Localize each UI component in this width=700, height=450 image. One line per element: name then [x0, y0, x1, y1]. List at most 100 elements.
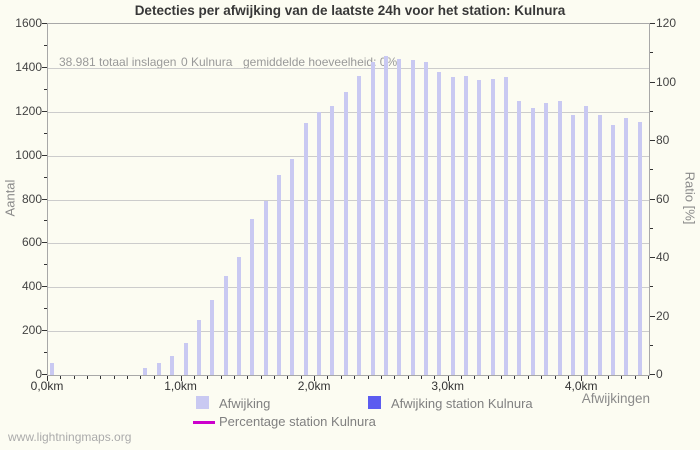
x-minor-tick [340, 376, 342, 379]
x-major-tick [47, 376, 48, 381]
bar-afwijking [584, 106, 589, 375]
bar-afwijking [290, 158, 295, 375]
x-minor-tick [607, 376, 609, 379]
y-left-tick-label: 0 [35, 367, 42, 381]
x-minor-tick [193, 376, 195, 379]
bar-afwijking [343, 92, 348, 375]
y-left-tick [42, 154, 47, 156]
bar-afwijking [477, 79, 482, 375]
x-minor-tick [233, 376, 235, 379]
y-left-tick-label: 600 [21, 235, 42, 250]
gridline-1200 [48, 111, 649, 113]
bar-afwijking [277, 175, 282, 375]
x-major-tick [314, 376, 316, 381]
y-left-tick [42, 374, 47, 375]
y-right-minor-tick [650, 169, 653, 171]
x-minor-tick [380, 376, 382, 379]
gridline-200 [48, 331, 649, 333]
bar-afwijking [637, 121, 642, 375]
x-minor-tick [100, 376, 102, 379]
x-major-tick [581, 376, 583, 381]
y-right-minor-tick [650, 52, 653, 54]
bar-afwijking [423, 62, 428, 375]
bar-afwijking [370, 62, 375, 375]
x-minor-tick [501, 376, 503, 379]
y-left-tick-label: 1200 [15, 103, 42, 118]
x-minor-tick [207, 376, 209, 379]
y-right-tick-label: 60 [656, 191, 670, 206]
bar-afwijking [530, 108, 535, 375]
x-minor-tick [73, 376, 75, 379]
x-tick-label: 3,0km [431, 379, 464, 393]
x-minor-tick [354, 376, 356, 379]
gridline-800 [48, 199, 649, 201]
y-left-tick [42, 242, 47, 244]
bar-afwijking [504, 76, 509, 375]
chart-title: Detecties per afwijking van de laatste 2… [134, 3, 566, 18]
bar-afwijking [210, 300, 215, 375]
y-axis-title-right: Ratio [%] [682, 171, 698, 225]
bar-afwijking [517, 100, 522, 375]
x-tick-label: 1,0km [164, 379, 197, 393]
bar-afwijking [263, 200, 268, 375]
x-minor-tick [420, 376, 422, 379]
x-minor-tick [220, 376, 222, 379]
y-right-tick-label: 20 [656, 308, 670, 323]
y-left-minor-tick [44, 88, 47, 90]
gridline-1400 [48, 67, 649, 69]
bar-afwijking [397, 59, 402, 375]
watermark: www.lightningmaps.org [8, 430, 132, 444]
bar-afwijking [50, 362, 54, 375]
x-minor-tick [260, 376, 262, 379]
y-right-minor-tick [650, 110, 653, 112]
gridline-1000 [48, 155, 649, 157]
y-left-minor-tick [44, 132, 47, 134]
bar-afwijking [610, 124, 615, 375]
bar-afwijking [250, 219, 255, 375]
bar-afwijking [383, 55, 388, 375]
x-minor-tick [407, 376, 409, 379]
legend-swatch-afwijking [196, 396, 209, 409]
y-right-tick [650, 257, 655, 258]
y-left-tick [42, 198, 47, 200]
x-minor-tick [113, 376, 115, 379]
y-right-tick [650, 374, 655, 375]
legend-swatch-afwijking-station [368, 396, 381, 409]
x-minor-tick [594, 376, 596, 379]
y-right-tick [650, 140, 655, 141]
stat-total-strikes: 38.981 totaal inslagen [59, 55, 177, 69]
x-major-tick [180, 376, 182, 381]
y-left-tick-label: 1600 [15, 16, 42, 30]
x-minor-tick [127, 376, 129, 379]
y-left-tick [42, 66, 47, 68]
x-tick-label: 0,0km [30, 379, 64, 393]
y-left-minor-tick [44, 308, 47, 310]
y-right-tick [650, 315, 655, 317]
x-tick-label: 4,0km [564, 379, 598, 393]
bar-afwijking [570, 115, 575, 375]
y-right-minor-tick [650, 227, 653, 229]
x-minor-tick [567, 376, 569, 379]
bar-afwijking [303, 122, 308, 375]
y-right-tick [650, 23, 655, 24]
x-minor-tick [300, 376, 302, 379]
bar-afwijking [410, 60, 415, 375]
bar-afwijking [330, 106, 335, 375]
bar-afwijking [464, 75, 469, 375]
x-minor-tick [367, 376, 369, 379]
legend-label-afwijking: Afwijking [219, 396, 271, 411]
gridline-600 [48, 243, 649, 245]
y-right-minor-tick [650, 344, 653, 346]
y-left-minor-tick [44, 220, 47, 222]
y-right-tick [650, 198, 655, 200]
x-minor-tick [60, 376, 62, 379]
x-minor-tick [87, 376, 89, 379]
bar-afwijking [196, 320, 201, 375]
x-minor-tick [394, 376, 396, 379]
y-left-tick-label: 800 [21, 191, 42, 206]
bar-afwijking [544, 102, 549, 375]
y-right-tick [650, 81, 655, 83]
bar-afwijking [236, 256, 241, 375]
y-left-tick [42, 330, 47, 332]
